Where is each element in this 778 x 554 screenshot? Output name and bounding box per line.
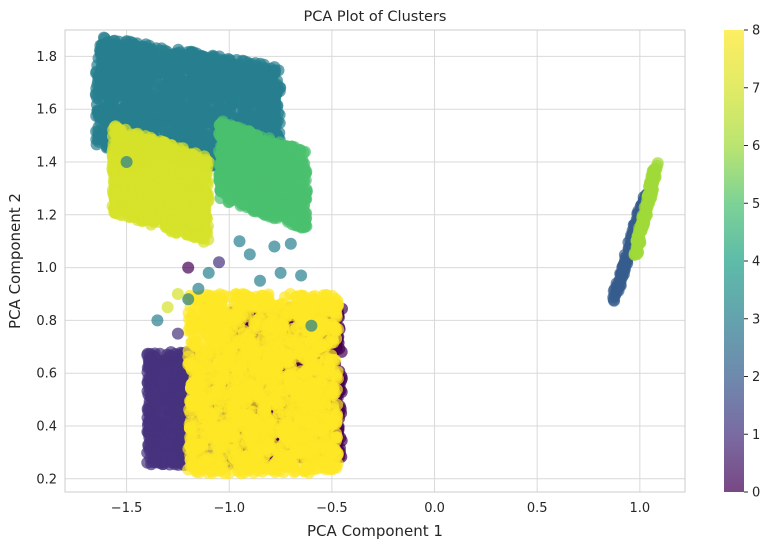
cluster-3-point [206,71,218,83]
cluster-7-point [196,231,208,243]
cluster-5-point [293,207,305,219]
cluster-5-point [236,141,248,153]
cluster-1-point [147,365,159,377]
cluster-5-point [215,192,227,204]
cluster-3-point [223,55,235,67]
cluster-3-point [149,90,161,102]
cluster-5-point [262,183,274,195]
cluster-3-point [212,92,224,104]
cluster-5-point [242,127,254,139]
cluster-7-point [174,192,186,204]
cluster-3-point [269,99,281,111]
cluster-5-point [282,169,294,181]
cluster-1-point [154,348,166,360]
cluster-7-point [156,211,168,223]
cluster-3-point [94,94,106,106]
cluster-3-point [201,109,213,121]
cluster-3-point [143,102,155,114]
cluster-5-point [268,151,280,163]
cluster-7-point [196,178,208,190]
cluster-3-point [90,66,102,78]
cluster-7-point [150,197,162,209]
cluster-5-point [287,153,299,165]
cluster-3-point [185,104,197,116]
cluster-3-point [192,88,204,100]
cluster-3-point [103,108,115,120]
cluster-3-point [240,86,252,98]
cluster-7-point [196,214,208,226]
cluster-3-point [159,109,171,121]
cluster-3-point [186,51,198,63]
cluster-3-point [180,94,192,106]
cluster-3-point [136,88,148,100]
cluster-7-point [159,150,171,162]
cluster-3-point [168,63,180,75]
cluster-5-point [223,178,235,190]
cluster-3-point [274,82,286,94]
cluster-7-point [133,189,145,201]
cluster-5-point [299,190,311,202]
cluster-5-point [215,140,227,152]
cluster-3-point [164,92,176,104]
cluster-3-point [238,55,250,67]
cluster-3-point [136,44,148,56]
cluster-3-point [120,79,132,91]
cluster-3-point [114,63,126,75]
cluster-7-point [180,155,192,167]
cluster-3-point [100,77,112,89]
cluster-7-point [140,179,152,191]
cluster-1-point [171,366,183,378]
cluster-1-point [144,353,156,365]
cluster-3-point [144,65,156,77]
cluster-7-point [131,201,143,213]
cluster-5-point [220,120,232,132]
cluster-5-point [273,201,285,213]
cluster-3-point [222,83,234,95]
cluster-5-point [245,166,257,178]
points-layer [90,32,664,480]
cluster-7-point [159,138,171,150]
cluster-3-point [128,66,140,78]
cluster-3-point [258,59,270,71]
cluster-3-point [142,114,154,126]
cluster-3-point [262,79,274,91]
cluster-5-point [256,148,268,160]
cluster-7-point [173,142,185,154]
cluster-3-point [268,113,280,125]
cluster-5-point [226,132,238,144]
cluster-7-point [163,200,175,212]
cluster-7-point [182,220,194,232]
cluster-7-point [171,169,183,181]
cluster-3-point [180,81,192,93]
cluster-7-point [110,164,122,176]
cluster-7-point [117,182,129,194]
cluster-7-point [107,124,119,136]
cluster-5-point [298,221,310,233]
cluster-5-point [230,122,242,134]
cluster-1-point [142,406,154,418]
cluster-7-point [132,141,144,153]
cluster-5-point [280,142,292,154]
cluster-7-point [124,132,136,144]
cluster-7-point [178,181,190,193]
cluster-5-point [245,199,257,211]
cluster-3-point [101,64,113,76]
cluster-7-point [146,135,158,147]
cluster-3-point [152,78,164,90]
cluster-5-point [277,188,289,200]
cluster-5-point [264,165,276,177]
cluster-7-point [197,202,209,214]
cluster-7-point [159,185,171,197]
cluster-3-point [112,44,124,56]
cluster-3-point [226,96,238,108]
cluster-5-point [282,214,294,226]
cluster-7-point [114,209,126,221]
cluster-3-point [187,67,199,79]
chart-title: PCA Plot of Clusters [304,9,447,25]
cluster-3-point [119,105,131,117]
cluster-5-point [234,166,246,178]
cluster-7-point [120,171,132,183]
